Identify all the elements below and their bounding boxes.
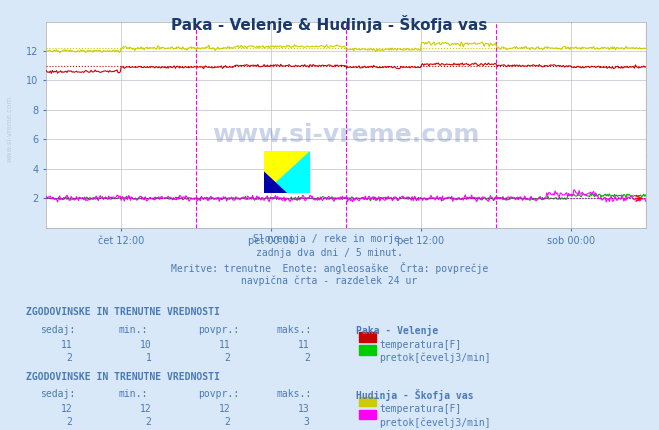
Polygon shape [264,150,310,194]
Text: 2: 2 [67,417,72,427]
Text: ZGODOVINSKE IN TRENUTNE VREDNOSTI: ZGODOVINSKE IN TRENUTNE VREDNOSTI [26,307,220,317]
Text: 3: 3 [304,417,310,427]
Text: temperatura[F]: temperatura[F] [379,340,461,350]
Text: 2: 2 [67,353,72,362]
Text: 2: 2 [225,417,231,427]
Text: www.si-vreme.com: www.si-vreme.com [7,96,13,162]
Text: 11: 11 [61,340,72,350]
Text: povpr.:: povpr.: [198,389,239,399]
Text: ZGODOVINSKE IN TRENUTNE VREDNOSTI: ZGODOVINSKE IN TRENUTNE VREDNOSTI [26,372,220,382]
Text: 2: 2 [146,417,152,427]
Text: min.:: min.: [119,389,148,399]
Text: Slovenija / reke in morje.: Slovenija / reke in morje. [253,234,406,244]
Text: Hudinja - Škofja vas: Hudinja - Škofja vas [356,389,473,401]
Text: 13: 13 [298,404,310,414]
Text: 2: 2 [225,353,231,362]
Text: maks.:: maks.: [277,325,312,335]
Text: 12: 12 [61,404,72,414]
Text: 11: 11 [219,340,231,350]
Text: 2: 2 [304,353,310,362]
Text: Paka - Velenje: Paka - Velenje [356,325,438,336]
Text: Meritve: trenutne  Enote: angleosaške  Črta: povprečje: Meritve: trenutne Enote: angleosaške Črt… [171,262,488,274]
Text: sedaj:: sedaj: [40,325,74,335]
Polygon shape [264,172,287,194]
Text: zadnja dva dni / 5 minut.: zadnja dva dni / 5 minut. [256,248,403,258]
Text: sedaj:: sedaj: [40,389,74,399]
Text: navpična črta - razdelek 24 ur: navpična črta - razdelek 24 ur [241,276,418,286]
Text: 11: 11 [298,340,310,350]
Text: Paka - Velenje & Hudinja - Škofja vas: Paka - Velenje & Hudinja - Škofja vas [171,15,488,33]
Polygon shape [264,150,310,194]
Text: pretok[čevelj3/min]: pretok[čevelj3/min] [379,417,490,427]
Text: povpr.:: povpr.: [198,325,239,335]
Text: maks.:: maks.: [277,389,312,399]
Text: 12: 12 [140,404,152,414]
Text: min.:: min.: [119,325,148,335]
Text: 12: 12 [219,404,231,414]
Text: 10: 10 [140,340,152,350]
Text: www.si-vreme.com: www.si-vreme.com [212,123,480,147]
Text: pretok[čevelj3/min]: pretok[čevelj3/min] [379,353,490,363]
Text: 1: 1 [146,353,152,362]
Text: temperatura[F]: temperatura[F] [379,404,461,414]
